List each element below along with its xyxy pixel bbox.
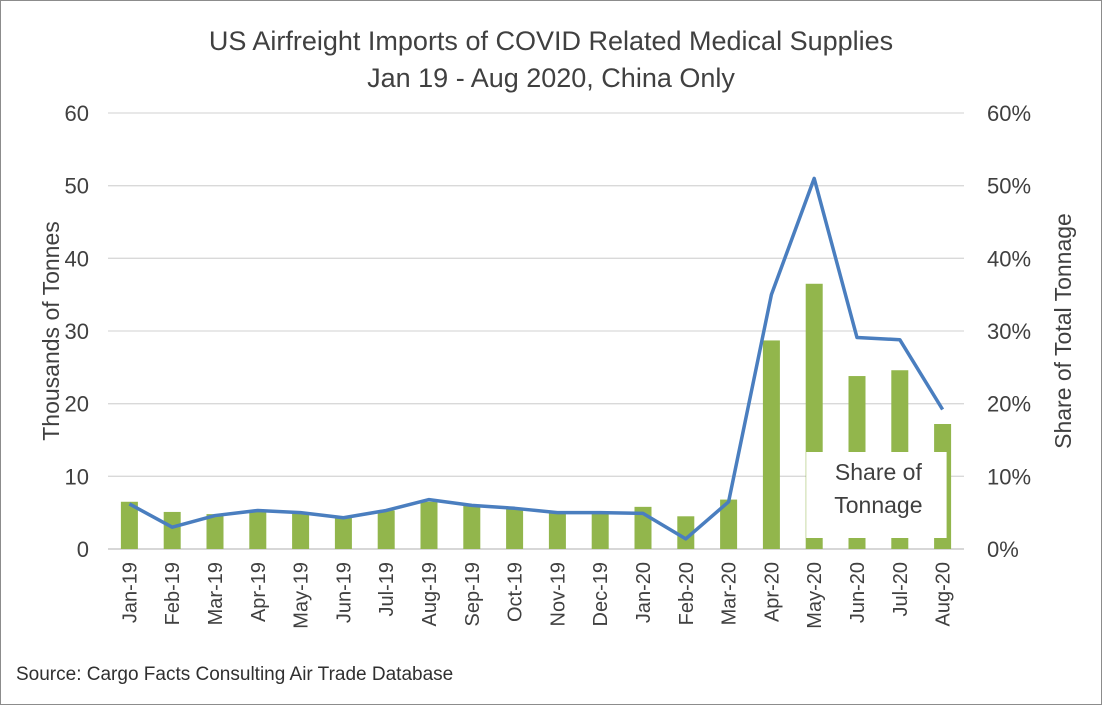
bar [292,512,310,549]
annotation-line1: Share of [835,459,923,485]
x-tick-label: Oct-19 [505,562,527,622]
x-tick-label: May-20 [804,562,826,629]
x-tick-label: Jun-20 [847,562,869,623]
share-line [128,176,945,541]
x-tick-label: Feb-20 [676,562,698,625]
y-tick-label: 40 [65,246,89,271]
y-tick-label: 0 [77,537,89,562]
bar [249,511,267,549]
x-tick-label: Mar-20 [719,562,741,625]
y-tick-label: 30 [65,319,89,344]
annotation-line2: Tonnage [834,492,922,518]
line-series [128,176,945,541]
x-tick-label: Nov-19 [547,562,569,626]
y2-tick-label: 40% [987,246,1031,271]
annotation-box: Share of Tonnage [806,452,947,538]
bar [377,510,395,549]
x-tick-label: Apr-20 [761,562,783,622]
x-tick-label: Feb-19 [162,562,184,625]
bar [677,516,695,549]
bar [163,511,181,549]
chart-subtitle: Jan 19 - Aug 2020, China Only [367,63,735,93]
y-tick-label: 50 [65,174,89,199]
y-tick-label: 10 [65,464,89,489]
x-tick-label: May-19 [291,562,313,629]
x-tick-label: Jun-19 [333,562,355,623]
bar [334,517,352,549]
annotation-background [806,452,947,538]
bar [420,501,438,549]
x-tick-label: Sep-19 [462,562,484,627]
x-tick-label: Mar-19 [205,562,227,625]
chart-title: US Airfreight Imports of COVID Related M… [208,26,894,56]
y2-tick-label: 10% [987,464,1031,489]
x-tick-label: Aug-19 [419,562,441,627]
y-tick-label: 20 [65,392,89,417]
bar [463,505,481,549]
x-tick-label: Aug-20 [933,562,955,627]
y2-tick-label: 20% [987,392,1031,417]
right-axis-ticks: 0% 10% 20% 30% 40% 50% 60% [987,101,1031,562]
bar [591,511,609,549]
x-tick-label: Jul-20 [890,562,912,616]
x-tick-label: Jan-20 [633,562,655,623]
x-tick-label: Apr-19 [248,562,270,622]
left-axis-ticks: 0 10 20 30 40 50 60 [65,101,89,562]
y2-tick-label: 60% [987,101,1031,126]
left-axis-label: Thousands of Tonnes [38,221,64,441]
y2-tick-label: 30% [987,319,1031,344]
bar [762,340,780,549]
right-axis-label: Share of Total Tonnage [1050,213,1076,449]
y2-tick-label: 50% [987,174,1031,199]
bar [506,508,524,549]
x-tick-label: Jan-19 [119,562,141,623]
bar [120,501,138,549]
x-axis-ticks: Jan-19 Feb-19 Mar-19 Apr-19 May-19 Jun-19 Jul-… [119,562,954,629]
y2-tick-label: 0% [987,537,1019,562]
x-tick-label: Dec-19 [590,562,612,626]
bar [720,499,738,549]
source-note: Source: Cargo Facts Consulting Air Trade… [16,664,454,685]
bar [548,513,566,549]
y-tick-label: 60 [65,101,89,126]
x-tick-label: Jul-19 [376,562,398,616]
bar [206,514,224,549]
